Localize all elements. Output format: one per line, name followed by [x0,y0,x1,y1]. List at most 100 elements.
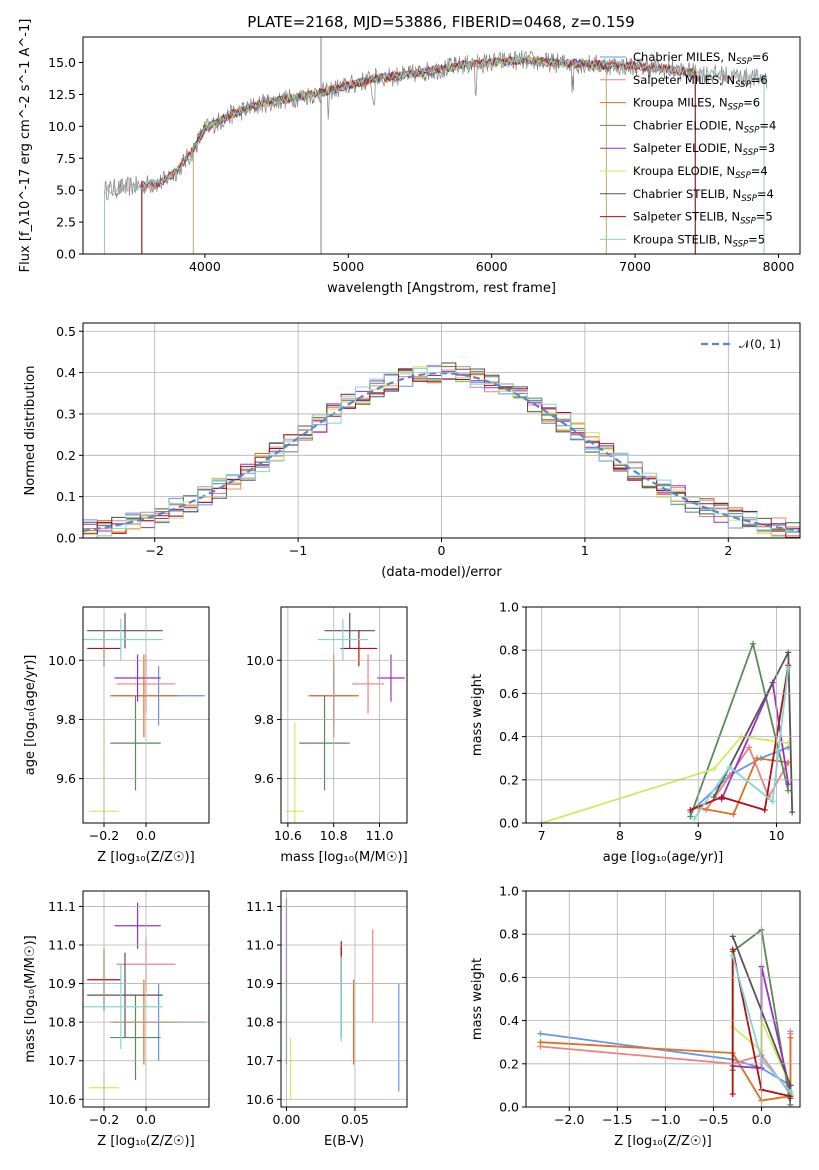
y-tick-label: 7.5 [56,151,76,166]
weight-point [787,1082,794,1089]
weight-point [750,640,757,647]
weight-point [710,766,717,772]
legend-label-main: Chabrier STELIB, N [633,187,741,201]
axes-frame [280,606,408,824]
y-tick-label: 0.2 [499,772,519,787]
model-spectrum [192,55,607,254]
y-tick-label: 1.0 [499,884,519,899]
y-tick-label: 0.6 [499,686,519,701]
y-tick-label: 0.0 [499,1100,519,1115]
y-tick-label: 10.7 [246,1053,274,1068]
x-axis-label: age [log₁₀(age/yr)] [603,850,724,865]
y-tick-label: 10.9 [246,976,274,991]
legend-label: Salpeter MILES, NSSP=6 [633,73,768,90]
weight-point [691,815,698,822]
y-tick-label: 10.8 [246,1015,274,1030]
x-tick-label: −0.5 [698,1112,728,1127]
x-tick-label: 6000 [476,259,508,274]
y-tick-label: 10.0 [48,653,76,668]
x-tick-label: 10.6 [274,828,302,843]
legend-label-tail: =3 [758,141,775,155]
x-tick-label: −2 [145,543,163,558]
x-tick-label: 0.0 [136,828,156,843]
weight-point [718,794,725,801]
y-tick-label: 0.5 [56,324,76,339]
panel-age-vs-mass: 10.6 10.8 11.0 9.6 9.8 10.0 mass [log₁₀(M/M☉)] [246,606,408,865]
legend-label-sub: SSP [743,148,759,158]
model-spectrum [192,56,607,254]
y-tick-label: 0.0 [56,531,76,546]
axes-frame [82,322,801,539]
y-axis-label: mass [log₁₀(M/M☉)] [23,935,38,1062]
y-tick-label: 0.6 [499,970,519,985]
plot-area [83,902,205,1104]
weight-point [726,763,733,770]
figure-title: PLATE=2168, MJD=53886, FIBERID=0468, z=0… [247,13,634,31]
plot-area [104,37,768,254]
legend-label: Salpeter ELODIE, NSSP=3 [633,141,775,158]
x-tick-label: 0 [438,543,446,558]
x-tick-label: 10 [769,828,785,843]
panel-residuals: −2 −1 0 1 2 0.0 0.1 0.2 0.3 0.4 0.5 (data-model)/er… [23,322,801,580]
axes-frame [525,606,801,824]
legend-label-tail: =4 [751,164,768,178]
weight-point [769,798,776,805]
x-tick-label: 7000 [619,259,651,274]
legend-label-sub: SSP [741,194,757,204]
panel-spectrum: 4000 5000 6000 7000 8000 0.0 2.5 5.0 7.5 10.0 12.5… [18,19,801,296]
y-tick-label: 10.8 [48,1015,76,1030]
y-tick-label: 9.8 [56,712,76,727]
x-tick-label: 4000 [189,259,221,274]
legend-label-sub: SSP [728,103,744,113]
axes-frame [82,606,210,824]
y-tick-label: 11.0 [246,938,274,953]
x-tick-label: −2.0 [554,1112,584,1127]
legend-label-main: Salpeter STELIB, N [633,210,740,224]
y-tick-label: 15.0 [48,55,76,70]
x-axis-label: Z [log₁₀(Z/Z☉)] [614,1134,711,1149]
panel-weight-vs-z: −2.0 −1.5 −1.0 −0.5 0.0 0.0 0.2 0.4 0.6 0.8 1.0 Z [… [470,884,801,1149]
legend-label-main: Salpeter MILES, N [633,73,735,87]
x-tick-label: 8 [616,828,624,843]
x-tick-label: 7 [538,828,546,843]
legend-label-sub: SSP [735,171,751,181]
legend-label: Chabrier STELIB, NSSP=4 [633,187,774,204]
legend-label: Kroupa STELIB, NSSP=5 [633,232,765,249]
y-tick-label: 0.2 [56,448,76,463]
x-tick-label: 8000 [763,259,795,274]
x-axis-label: Z [log₁₀(Z/Z☉)] [97,1134,194,1149]
legend-label-tail: =5 [756,210,773,224]
plot-area [285,898,400,1100]
axes-frame [280,890,408,1108]
plot-area [83,612,205,823]
chart-layer: 4000 5000 6000 7000 80000.02.55.07.510.012.5… [18,19,801,1149]
weight-point [761,807,768,814]
weight-point [789,809,796,816]
model-spectrum [141,55,696,254]
panel-mass-vs-z: −0.2 0.0 10.6 10.7 10.8 10.9 11.0 11.1 Z [log₁₀(… [23,890,210,1149]
panel-weight-vs-age: 7 8 9 10 0.0 0.2 0.4 0.6 0.8 1.0 age [log₁₀(age/yr… [470,600,801,865]
y-axis-label: Flux [f_λ10^-17 erg cm^-2 s^-1 A^-1] [18,19,33,273]
weight-point [687,813,694,820]
weight-point [729,946,736,953]
y-tick-label: 2.5 [56,215,76,230]
y-tick-label: 0.3 [56,406,76,421]
y-tick-label: 11.0 [48,938,76,953]
y-axis-label: age [log₁₀(age/yr)] [23,655,38,776]
axes-frame [82,890,210,1108]
weight-point [730,811,737,818]
y-tick-label: 10.0 [48,119,76,134]
weight-point [787,1088,794,1095]
model-spectrum [141,55,696,254]
y-tick-label: 1.0 [499,600,519,615]
weight-point [785,787,792,794]
x-tick-label: 2 [724,543,732,558]
legend-label-tail: =5 [748,232,765,246]
legend-label-main: Kroupa ELODIE, N [633,164,735,178]
weight-series-line [541,735,789,823]
x-axis-label: wavelength [Angstrom, rest frame] [327,281,556,296]
legend-label-sub: SSP [744,125,760,135]
x-tick-label: 0.0 [136,1112,156,1127]
y-tick-label: 0.2 [499,1056,519,1071]
